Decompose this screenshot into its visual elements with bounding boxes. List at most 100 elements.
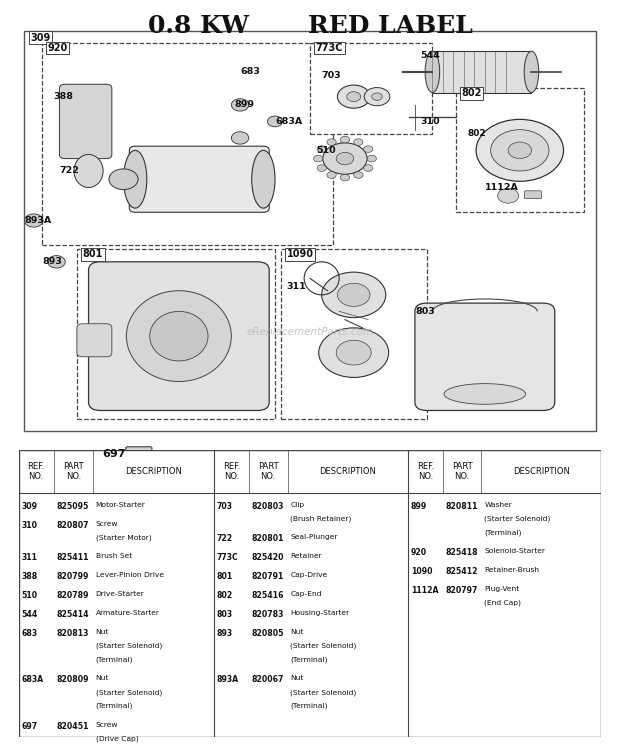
Text: 893: 893 [42, 257, 62, 266]
Circle shape [327, 139, 336, 145]
Ellipse shape [524, 51, 539, 92]
Text: 510: 510 [22, 591, 38, 600]
FancyBboxPatch shape [130, 146, 269, 212]
Circle shape [327, 172, 336, 179]
Text: 820807: 820807 [56, 521, 89, 530]
Ellipse shape [150, 311, 208, 361]
Text: (Terminal): (Terminal) [95, 656, 133, 663]
Text: Clip: Clip [291, 501, 304, 507]
Text: 311: 311 [22, 554, 38, 562]
Circle shape [347, 92, 361, 102]
Circle shape [314, 155, 323, 162]
Text: 820783: 820783 [252, 610, 284, 619]
Text: (Brush Retainer): (Brush Retainer) [291, 516, 352, 522]
Circle shape [364, 88, 390, 106]
Text: 893: 893 [217, 629, 233, 638]
Text: 899: 899 [234, 100, 254, 109]
Text: 820805: 820805 [252, 629, 284, 638]
Text: 893A: 893A [24, 216, 51, 225]
Text: (Starter Motor): (Starter Motor) [95, 534, 151, 541]
Text: 388: 388 [53, 92, 74, 101]
Text: 309: 309 [22, 501, 38, 510]
Text: Screw: Screw [95, 521, 118, 527]
Text: 820809: 820809 [56, 676, 89, 684]
FancyBboxPatch shape [415, 303, 555, 411]
Text: Cap-Drive: Cap-Drive [291, 572, 328, 578]
Text: Nut: Nut [291, 629, 304, 635]
Text: Brush Set: Brush Set [95, 554, 132, 559]
Text: 0.8 KW: 0.8 KW [148, 14, 249, 38]
Text: 920: 920 [48, 43, 68, 53]
Text: 311: 311 [286, 282, 306, 291]
Text: 820801: 820801 [252, 534, 284, 543]
Text: 722: 722 [60, 167, 79, 176]
Text: 802: 802 [461, 89, 482, 98]
Circle shape [109, 169, 138, 190]
Text: 825411: 825411 [56, 554, 89, 562]
Text: 310: 310 [22, 521, 38, 530]
Text: (Starter Solenoid): (Starter Solenoid) [291, 643, 357, 649]
Ellipse shape [123, 150, 147, 208]
Text: (Terminal): (Terminal) [484, 529, 522, 536]
FancyBboxPatch shape [60, 84, 112, 158]
Text: (Terminal): (Terminal) [95, 703, 133, 709]
Text: RED LABEL: RED LABEL [308, 14, 473, 38]
Text: REF.
NO.: REF. NO. [417, 462, 434, 481]
Text: Retainer-Brush: Retainer-Brush [484, 567, 539, 573]
Ellipse shape [425, 51, 440, 92]
Circle shape [231, 132, 249, 144]
Text: 310: 310 [421, 117, 440, 126]
Text: 1090: 1090 [286, 249, 314, 260]
Text: Screw: Screw [95, 722, 118, 728]
Circle shape [367, 155, 376, 162]
Text: (Terminal): (Terminal) [291, 656, 328, 663]
Text: 820789: 820789 [56, 591, 89, 600]
Text: 683: 683 [22, 629, 38, 638]
Text: 820797: 820797 [446, 586, 478, 595]
Text: 773C: 773C [316, 43, 343, 53]
Text: 820067: 820067 [252, 676, 284, 684]
Text: 825420: 825420 [252, 554, 284, 562]
Ellipse shape [252, 150, 275, 208]
Text: 825418: 825418 [446, 548, 478, 557]
Text: 899: 899 [411, 501, 427, 510]
Text: eReplacementParts.com: eReplacementParts.com [246, 327, 374, 337]
Text: 1112A: 1112A [485, 183, 519, 192]
Text: (Starter Solenoid): (Starter Solenoid) [291, 689, 357, 696]
Text: 801: 801 [217, 572, 233, 581]
Text: Nut: Nut [95, 629, 109, 635]
Text: REF.
NO.: REF. NO. [27, 462, 45, 481]
Bar [281, 249, 427, 419]
Text: 683A: 683A [275, 117, 303, 126]
Text: 697: 697 [102, 449, 126, 459]
Circle shape [319, 328, 389, 377]
Text: 893A: 893A [217, 676, 239, 684]
Text: (Starter Solenoid): (Starter Solenoid) [95, 689, 162, 696]
Circle shape [498, 188, 519, 203]
Text: Retainer: Retainer [291, 554, 322, 559]
Circle shape [24, 214, 43, 227]
FancyBboxPatch shape [432, 51, 531, 92]
Bar [456, 89, 584, 212]
Text: PART
NO.: PART NO. [258, 462, 278, 481]
Text: 820803: 820803 [252, 501, 284, 510]
Circle shape [340, 174, 350, 181]
Circle shape [337, 85, 370, 108]
Ellipse shape [126, 291, 231, 382]
Circle shape [337, 283, 370, 307]
Text: 703: 703 [322, 71, 341, 80]
Text: 820799: 820799 [56, 572, 89, 581]
Text: Drive-Starter: Drive-Starter [95, 591, 144, 597]
Text: 309: 309 [30, 33, 50, 42]
Ellipse shape [74, 155, 103, 187]
Circle shape [323, 143, 367, 174]
Text: 801: 801 [82, 249, 103, 260]
Circle shape [363, 164, 373, 171]
Text: 820791: 820791 [252, 572, 284, 581]
Text: 825414: 825414 [56, 610, 89, 619]
Text: 510: 510 [316, 146, 335, 155]
Text: 802: 802 [467, 129, 486, 138]
Text: DESCRIPTION: DESCRIPTION [513, 467, 570, 476]
Text: (Drive Cap): (Drive Cap) [95, 735, 138, 742]
Circle shape [48, 256, 65, 268]
